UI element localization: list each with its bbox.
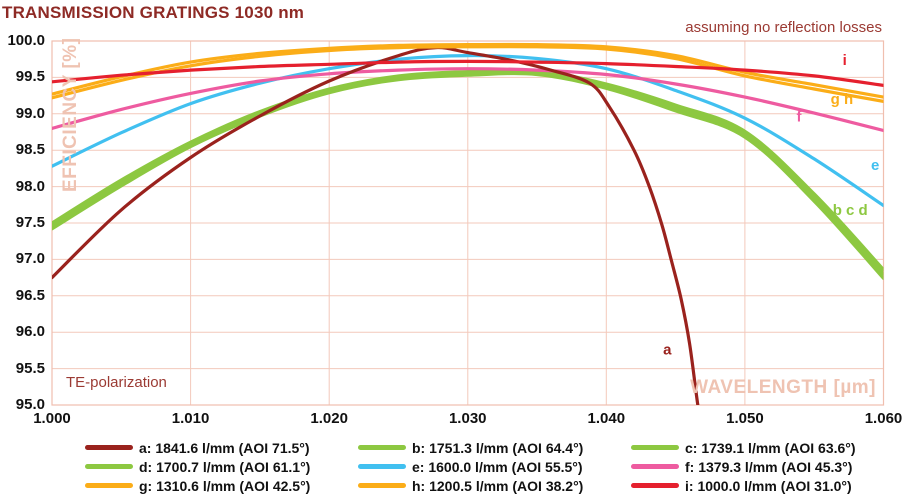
legend: a: 1841.6 l/mm (AOI 71.5°) b: 1751.3 l/mm… xyxy=(85,438,904,495)
legend-swatch-i xyxy=(631,483,679,488)
legend-swatch-c xyxy=(631,445,679,450)
legend-swatch-b xyxy=(358,445,406,450)
y-tick-label: 95.0 xyxy=(15,396,45,413)
legend-swatch-h xyxy=(358,483,406,488)
curve-label-a: a xyxy=(663,342,672,359)
y-tick-label: 98.5 xyxy=(15,141,45,159)
legend-label-f: f: 1379.3 l/mm (AOI 45.3°) xyxy=(685,458,853,475)
legend-item-b: b: 1751.3 l/mm (AOI 64.4°) xyxy=(358,438,631,457)
legend-item-i: i: 1000.0 l/mm (AOI 31.0°) xyxy=(631,476,904,495)
legend-label-h: h: 1200.5 l/mm (AOI 38.2°) xyxy=(412,477,584,494)
legend-label-i: i: 1000.0 l/mm (AOI 31.0°) xyxy=(685,477,852,494)
x-tick-label: 1.030 xyxy=(448,410,487,427)
x-tick-label: 1.040 xyxy=(587,410,626,427)
chart-title: TRANSMISSION GRATINGS 1030 nm xyxy=(2,3,305,22)
x-tick-label: 1.000 xyxy=(33,410,71,427)
legend-label-c: c: 1739.1 l/mm (AOI 63.6°) xyxy=(685,439,856,456)
legend-swatch-g xyxy=(85,483,133,488)
curve-h xyxy=(52,42,884,99)
legend-swatch-e xyxy=(358,464,406,469)
curve-g xyxy=(52,45,884,103)
y-tick-label: 97.5 xyxy=(15,214,45,231)
legend-swatch-a xyxy=(85,445,133,450)
y-tick-label: 100.0 xyxy=(7,32,45,49)
y-tick-label: 96.5 xyxy=(15,286,45,304)
curve-f xyxy=(52,67,884,133)
y-axis-title: EFFICIENCY [%] xyxy=(60,37,81,192)
x-tick-label: 1.020 xyxy=(310,410,348,427)
y-tick-label: 99.5 xyxy=(15,68,45,86)
curve-label-bcd: b c d xyxy=(833,202,868,219)
curve-a xyxy=(52,45,700,405)
x-tick-label: 1.050 xyxy=(726,410,764,427)
curve-label-e: e xyxy=(871,157,879,174)
x-axis-title: WAVELENGTH [µm] xyxy=(690,377,876,398)
curve-c xyxy=(52,71,884,280)
legend-label-e: e: 1600.0 l/mm (AOI 55.5°) xyxy=(412,458,583,475)
legend-swatch-f xyxy=(631,464,679,469)
y-tick-label: 95.5 xyxy=(15,359,45,377)
legend-label-g: g: 1310.6 l/mm (AOI 42.5°) xyxy=(139,477,311,494)
curve-label-f: f xyxy=(797,109,803,126)
subtitle-note: assuming no reflection losses xyxy=(685,19,882,36)
legend-label-a: a: 1841.6 l/mm (AOI 71.5°) xyxy=(139,439,310,456)
x-tick-label: 1.060 xyxy=(864,410,903,427)
legend-item-g: g: 1310.6 l/mm (AOI 42.5°) xyxy=(85,476,358,495)
y-tick-label: 99.0 xyxy=(15,104,45,122)
curve-label-gh: g h xyxy=(831,91,854,108)
polarization-note: TE-polarization xyxy=(66,374,167,391)
legend-item-e: e: 1600.0 l/mm (AOI 55.5°) xyxy=(358,457,631,476)
legend-item-h: h: 1200.5 l/mm (AOI 38.2°) xyxy=(358,476,631,495)
curve-e xyxy=(52,53,884,208)
y-tick-label: 97.0 xyxy=(15,250,45,268)
legend-item-f: f: 1379.3 l/mm (AOI 45.3°) xyxy=(631,457,904,476)
legend-item-a: a: 1841.6 l/mm (AOI 71.5°) xyxy=(85,438,358,457)
legend-swatch-d xyxy=(85,464,133,469)
legend-item-d: d: 1700.7 l/mm (AOI 61.1°) xyxy=(85,457,358,476)
legend-item-c: c: 1739.1 l/mm (AOI 63.6°) xyxy=(631,438,904,457)
y-tick-label: 96.0 xyxy=(15,323,45,341)
legend-label-b: b: 1751.3 l/mm (AOI 64.4°) xyxy=(412,439,584,456)
x-tick-label: 1.010 xyxy=(171,410,210,427)
legend-label-d: d: 1700.7 l/mm (AOI 61.1°) xyxy=(139,458,311,475)
curve-i xyxy=(52,59,884,87)
curve-b xyxy=(52,69,884,276)
curve-label-i: i xyxy=(843,52,847,69)
y-tick-label: 98.0 xyxy=(15,177,45,195)
